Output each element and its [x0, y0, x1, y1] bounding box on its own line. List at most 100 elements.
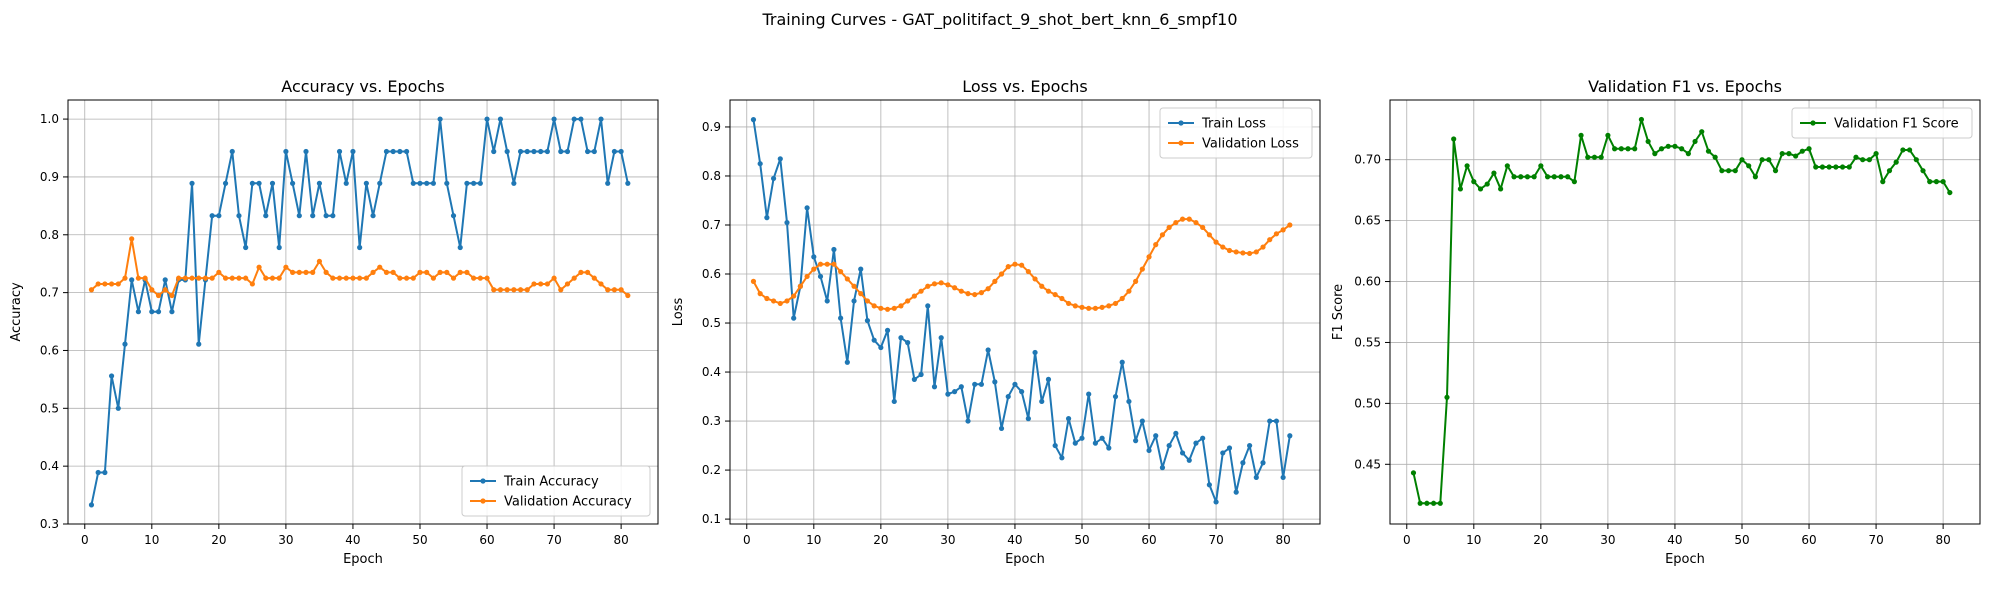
data-point — [222, 275, 229, 281]
data-point — [1005, 393, 1011, 400]
data-point — [804, 205, 810, 211]
data-point — [1153, 433, 1159, 439]
y-tick-label: 0.2 — [702, 463, 721, 477]
data-point — [1571, 179, 1577, 185]
data-point — [918, 371, 924, 378]
data-point — [1531, 174, 1537, 180]
x-tick-label: 0 — [1403, 533, 1411, 547]
data-point — [1437, 500, 1443, 506]
data-point — [1725, 168, 1732, 174]
chart-panel-3: 0 10 20 30 40 50 60 70 80 0.45 0.50 0.55 0.60 0.65 0.7… — [1331, 77, 1981, 567]
data-point — [1039, 283, 1045, 289]
data-point — [350, 148, 356, 155]
data-point — [750, 278, 757, 284]
data-point — [1193, 440, 1199, 446]
x-axis: 0 10 20 30 40 50 60 70 80 — [1403, 524, 1951, 547]
data-point — [1173, 430, 1179, 436]
data-point — [1186, 216, 1192, 222]
data-point — [1638, 116, 1645, 123]
data-point — [1273, 231, 1280, 237]
data-point — [1739, 157, 1745, 163]
data-point — [363, 275, 369, 281]
x-tick-label: 30 — [1600, 533, 1615, 547]
data-point — [1598, 154, 1604, 160]
data-point — [1853, 154, 1859, 160]
data-point — [1200, 224, 1206, 231]
data-point — [1186, 457, 1192, 463]
data-point — [1079, 304, 1085, 310]
series-line — [1412, 118, 1951, 505]
data-point — [1086, 305, 1092, 311]
data-point — [122, 275, 128, 281]
data-point — [129, 277, 135, 283]
data-point — [611, 148, 618, 155]
data-point — [1226, 247, 1233, 254]
legend-label: Train Loss — [1201, 117, 1266, 132]
data-point — [471, 275, 477, 281]
data-point — [1833, 164, 1839, 170]
data-point — [1213, 239, 1219, 245]
data-point — [891, 305, 897, 311]
data-point — [1457, 186, 1463, 192]
x-tick-label: 0 — [81, 533, 89, 547]
x-tick-label: 40 — [1007, 533, 1022, 547]
x-tick-label: 40 — [1667, 533, 1682, 547]
data-point — [1779, 151, 1785, 157]
data-point — [1226, 445, 1233, 451]
data-point — [1947, 189, 1953, 196]
data-point — [377, 180, 383, 186]
data-point — [249, 281, 255, 287]
data-point — [450, 275, 457, 281]
data-point — [978, 290, 985, 296]
x-axis-label: Epoch — [1005, 552, 1045, 567]
data-point — [1430, 500, 1437, 506]
data-point — [1072, 303, 1078, 309]
y-tick-label: 0.7 — [702, 218, 721, 232]
data-point — [1632, 146, 1638, 152]
data-point — [1578, 132, 1584, 138]
data-point — [824, 298, 830, 304]
data-point — [1159, 465, 1166, 471]
data-point — [155, 292, 162, 299]
data-point — [1019, 262, 1025, 268]
grid — [730, 100, 1320, 524]
x-tick-label: 10 — [806, 533, 821, 547]
data-point — [149, 309, 155, 315]
data-point — [511, 287, 517, 293]
data-point — [108, 281, 115, 287]
data-point — [1012, 381, 1018, 387]
data-point — [558, 148, 564, 155]
data-point — [410, 275, 416, 281]
data-point — [1766, 157, 1772, 163]
data-point — [618, 148, 624, 155]
data-point — [189, 180, 195, 186]
y-tick-label: 0.3 — [40, 517, 59, 531]
data-point — [1451, 136, 1457, 142]
x-tick-label: 40 — [345, 533, 360, 547]
data-point — [410, 180, 416, 186]
legend-marker — [1810, 120, 1816, 126]
data-point — [88, 287, 95, 293]
data-point — [390, 148, 396, 155]
data-point — [276, 275, 282, 281]
data-point — [377, 264, 383, 270]
data-point — [1072, 440, 1078, 446]
data-point — [851, 283, 857, 289]
y-axis-label: Accuracy — [9, 282, 24, 342]
data-point — [952, 285, 958, 291]
data-point — [578, 116, 584, 122]
y-tick-label: 0.60 — [1354, 275, 1381, 289]
data-point — [1544, 174, 1551, 180]
data-point — [155, 309, 162, 315]
data-point — [1665, 143, 1671, 149]
data-point — [985, 286, 991, 292]
data-point — [115, 405, 121, 411]
data-point — [625, 292, 631, 299]
data-point — [1699, 129, 1705, 135]
data-point — [544, 148, 550, 155]
data-point — [236, 275, 242, 281]
data-point — [992, 278, 998, 284]
x-tick-label: 20 — [1533, 533, 1548, 547]
series-validation-loss — [750, 216, 1293, 312]
legend: Train Loss Validation Loss — [1159, 107, 1313, 159]
